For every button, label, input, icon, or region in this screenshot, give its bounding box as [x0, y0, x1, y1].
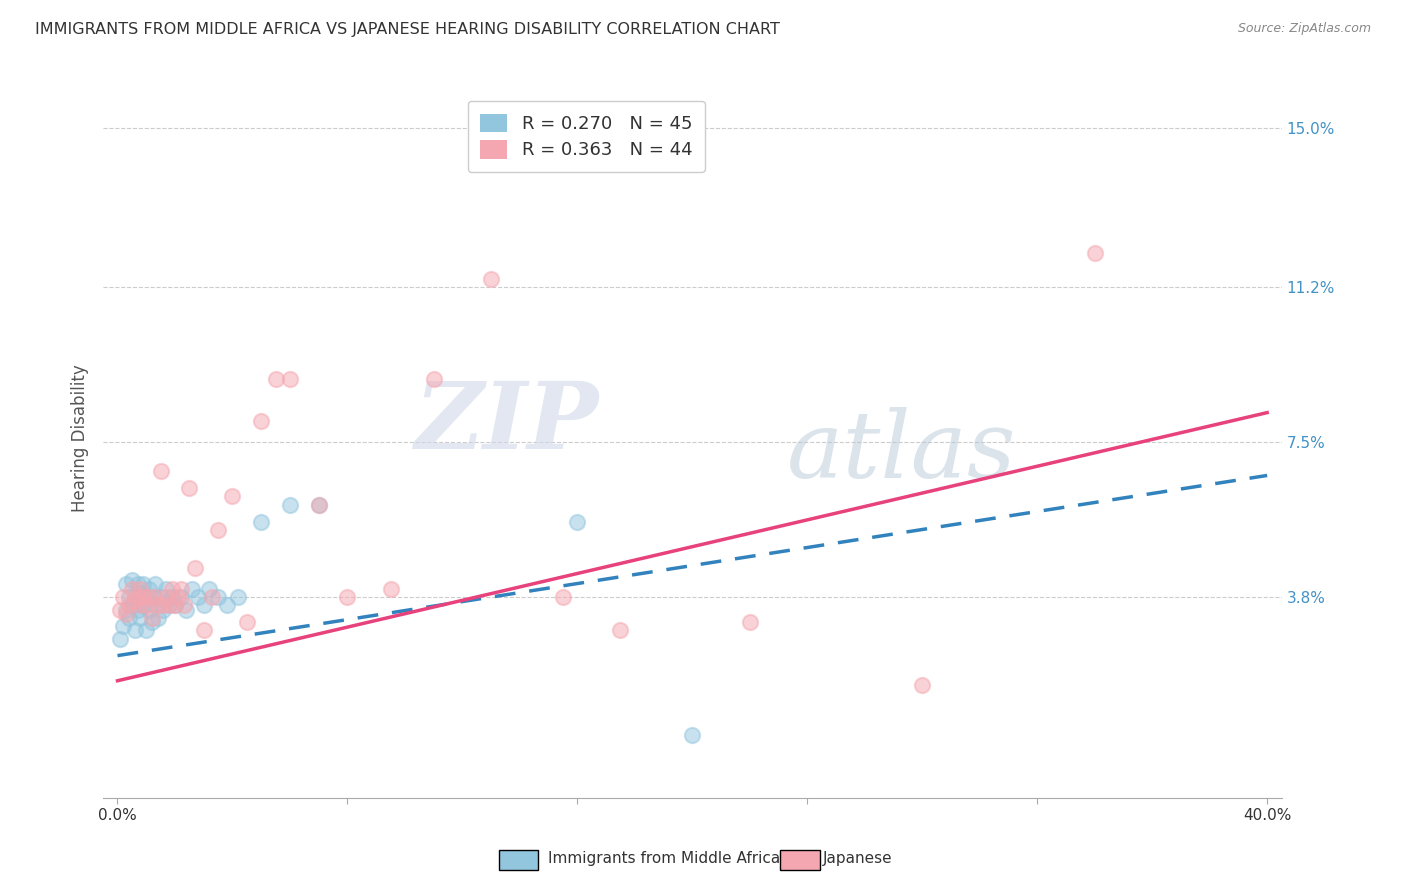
Point: [567, 515, 589, 529]
Point: [155, 582, 177, 596]
Point: [129, 611, 152, 625]
Point: [479, 271, 502, 285]
Legend: R = 0.270   N = 45, R = 0.363   N = 44: R = 0.270 N = 45, R = 0.363 N = 44: [468, 101, 704, 172]
Point: [163, 599, 186, 613]
Point: [110, 632, 132, 646]
Point: [551, 590, 574, 604]
Point: [176, 602, 198, 616]
Point: [170, 590, 193, 604]
Point: [112, 619, 135, 633]
Point: [141, 611, 163, 625]
Point: [1084, 246, 1107, 260]
Point: [121, 582, 143, 596]
Point: [124, 594, 146, 608]
Text: IMMIGRANTS FROM MIDDLE AFRICA VS JAPANESE HEARING DISABILITY CORRELATION CHART: IMMIGRANTS FROM MIDDLE AFRICA VS JAPANES…: [35, 22, 780, 37]
Point: [146, 611, 169, 625]
Point: [129, 599, 152, 613]
Point: [127, 590, 149, 604]
Point: [173, 599, 195, 613]
Point: [207, 590, 229, 604]
Point: [149, 590, 172, 604]
Point: [193, 599, 215, 613]
Text: Japanese: Japanese: [823, 851, 893, 865]
Point: [250, 414, 273, 428]
Point: [738, 615, 761, 629]
Point: [118, 611, 141, 625]
Point: [141, 615, 163, 629]
Text: ZIP: ZIP: [413, 378, 598, 468]
Point: [135, 599, 157, 613]
Point: [221, 490, 243, 504]
Point: [609, 624, 631, 638]
Point: [157, 599, 180, 613]
Point: [681, 728, 703, 742]
Point: [141, 590, 163, 604]
Point: [184, 560, 207, 574]
Point: [181, 582, 204, 596]
Point: [143, 577, 166, 591]
Point: [135, 590, 157, 604]
Point: [336, 590, 359, 604]
Point: [198, 582, 221, 596]
Point: [157, 599, 180, 613]
Point: [187, 590, 209, 604]
Point: [124, 624, 146, 638]
Point: [170, 582, 193, 596]
Point: [146, 599, 169, 613]
Point: [308, 498, 330, 512]
Point: [201, 590, 224, 604]
Point: [132, 599, 155, 613]
Point: [143, 599, 166, 613]
Point: [380, 582, 402, 596]
Point: [121, 573, 143, 587]
Point: [121, 599, 143, 613]
Point: [278, 498, 301, 512]
Point: [152, 599, 174, 613]
Point: [127, 602, 149, 616]
Y-axis label: Hearing Disability: Hearing Disability: [72, 364, 89, 512]
Point: [207, 523, 229, 537]
Point: [226, 590, 249, 604]
Point: [138, 582, 160, 596]
Point: [236, 615, 259, 629]
Text: Source: ZipAtlas.com: Source: ZipAtlas.com: [1237, 22, 1371, 36]
Text: atlas: atlas: [786, 407, 1017, 497]
Point: [138, 602, 160, 616]
Point: [132, 577, 155, 591]
Point: [132, 590, 155, 604]
Point: [149, 464, 172, 478]
Point: [911, 678, 934, 692]
Point: [118, 590, 141, 604]
Point: [135, 624, 157, 638]
Point: [110, 602, 132, 616]
Point: [129, 586, 152, 600]
Point: [215, 599, 238, 613]
Point: [138, 590, 160, 604]
Point: [118, 599, 141, 613]
Point: [115, 602, 138, 616]
Point: [124, 590, 146, 604]
Point: [422, 372, 444, 386]
Point: [155, 590, 177, 604]
Point: [112, 590, 135, 604]
Point: [166, 590, 188, 604]
Point: [160, 582, 183, 596]
Text: Immigrants from Middle Africa: Immigrants from Middle Africa: [548, 851, 780, 865]
Point: [160, 590, 183, 604]
Point: [115, 577, 138, 591]
Point: [250, 515, 273, 529]
Point: [264, 372, 287, 386]
Point: [193, 624, 215, 638]
Point: [143, 590, 166, 604]
Point: [278, 372, 301, 386]
Point: [115, 607, 138, 621]
Point: [152, 602, 174, 616]
Point: [163, 599, 186, 613]
Point: [129, 582, 152, 596]
Point: [127, 577, 149, 591]
Point: [308, 498, 330, 512]
Point: [179, 481, 201, 495]
